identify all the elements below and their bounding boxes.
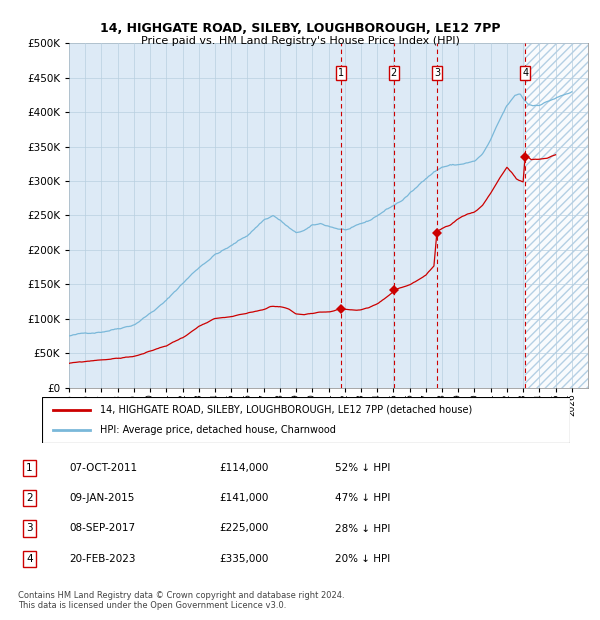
Text: 1: 1 — [338, 68, 344, 78]
Text: 47% ↓ HPI: 47% ↓ HPI — [335, 493, 390, 503]
Text: Contains HM Land Registry data © Crown copyright and database right 2024.
This d: Contains HM Land Registry data © Crown c… — [18, 591, 344, 610]
Text: 2: 2 — [26, 493, 32, 503]
Text: 08-SEP-2017: 08-SEP-2017 — [70, 523, 136, 533]
Text: 4: 4 — [26, 554, 32, 564]
Text: £335,000: £335,000 — [220, 554, 269, 564]
Text: 14, HIGHGATE ROAD, SILEBY, LOUGHBOROUGH, LE12 7PP (detached house): 14, HIGHGATE ROAD, SILEBY, LOUGHBOROUGH,… — [100, 405, 472, 415]
Text: 52% ↓ HPI: 52% ↓ HPI — [335, 463, 390, 472]
Text: £225,000: £225,000 — [220, 523, 269, 533]
Text: Price paid vs. HM Land Registry's House Price Index (HPI): Price paid vs. HM Land Registry's House … — [140, 36, 460, 46]
Text: 20% ↓ HPI: 20% ↓ HPI — [335, 554, 390, 564]
Text: 3: 3 — [434, 68, 440, 78]
Text: £141,000: £141,000 — [220, 493, 269, 503]
Bar — [525, 43, 588, 388]
Text: 4: 4 — [522, 68, 528, 78]
Text: 3: 3 — [26, 523, 32, 533]
Text: 2: 2 — [391, 68, 397, 78]
Text: 14, HIGHGATE ROAD, SILEBY, LOUGHBOROUGH, LE12 7PP: 14, HIGHGATE ROAD, SILEBY, LOUGHBOROUGH,… — [100, 22, 500, 35]
Text: £114,000: £114,000 — [220, 463, 269, 472]
Text: 09-JAN-2015: 09-JAN-2015 — [70, 493, 135, 503]
FancyBboxPatch shape — [42, 397, 570, 443]
Text: 28% ↓ HPI: 28% ↓ HPI — [335, 523, 390, 533]
Text: 1: 1 — [26, 463, 32, 472]
Text: 20-FEB-2023: 20-FEB-2023 — [70, 554, 136, 564]
Text: HPI: Average price, detached house, Charnwood: HPI: Average price, detached house, Char… — [100, 425, 336, 435]
Text: 07-OCT-2011: 07-OCT-2011 — [70, 463, 138, 472]
